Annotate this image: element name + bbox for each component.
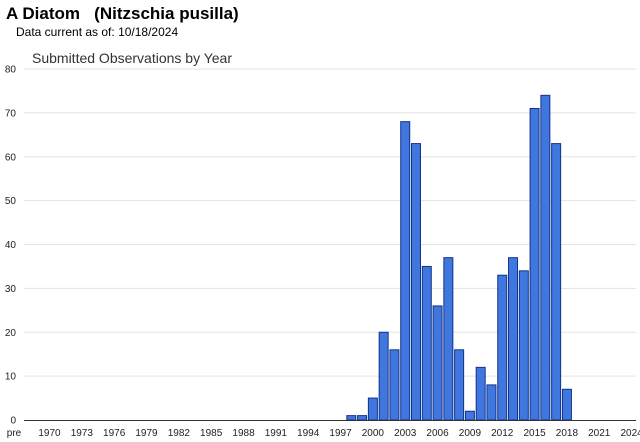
bars [346, 94, 572, 421]
bar-2014 [518, 270, 529, 421]
scientific-name: (Nitzschia pusilla) [94, 4, 239, 23]
chart-title: Submitted Observations by Year [32, 50, 232, 66]
bar-2000 [367, 397, 378, 421]
x-tick-label: 1997 [329, 428, 352, 439]
x-tick-label: 2018 [556, 428, 579, 439]
bar-2018 [561, 388, 572, 421]
y-axis-ticks: 0 10 20 30 40 50 60 70 80 [5, 65, 17, 427]
bar-1998 [346, 415, 357, 421]
x-tick-label: 2000 [362, 428, 385, 439]
x-tick-label: 2024 [620, 428, 640, 439]
bar-2007 [443, 257, 454, 421]
x-tick-label: pre [7, 428, 22, 439]
bar-2003 [400, 121, 411, 421]
bar-2004 [411, 143, 421, 421]
x-tick-label: 1991 [265, 428, 288, 439]
bar-2006 [432, 305, 443, 421]
x-tick-label: 1985 [200, 428, 223, 439]
x-tick-label: 2009 [459, 428, 482, 439]
common-name: A Diatom [6, 4, 80, 23]
bar-2005 [421, 265, 432, 421]
data-current-label: Data current as of: [16, 25, 115, 39]
species-title: A Diatom (Nitzschia pusilla) [6, 4, 239, 24]
bar-2015 [529, 107, 540, 421]
x-tick-label: 1982 [168, 428, 191, 439]
bar-2012 [497, 274, 508, 421]
bar-2017 [551, 143, 562, 421]
y-tick-label: 60 [5, 152, 17, 163]
y-tick-label: 20 [5, 328, 17, 339]
bar-2001 [378, 331, 389, 421]
y-tick-label: 40 [5, 240, 17, 251]
x-axis-ticks: pre 1970 1973 1976 1979 1982 1985 1988 1991 1994 1… [7, 428, 640, 439]
bar-2009 [464, 410, 475, 421]
bar-2010 [475, 366, 486, 421]
x-tick-label: 2012 [491, 428, 514, 439]
bar-2013 [508, 257, 519, 421]
x-tick-label: 1994 [297, 428, 320, 439]
y-tick-label: 50 [5, 196, 17, 207]
y-tick-label: 30 [5, 284, 17, 295]
bar-1999 [357, 415, 368, 421]
x-tick-label: 1988 [232, 428, 255, 439]
data-current-date: 10/18/2024 [118, 25, 179, 39]
y-tick-label: 80 [5, 65, 17, 76]
x-tick-label: 2006 [426, 428, 449, 439]
y-tick-label: 0 [10, 416, 16, 427]
bar-2002 [389, 349, 400, 421]
y-tick-label: 10 [5, 372, 17, 383]
x-tick-label: 2003 [394, 428, 417, 439]
x-tick-label: 1979 [135, 428, 158, 439]
bar-2008 [454, 349, 465, 421]
y-tick-label: 70 [5, 108, 17, 119]
x-tick-label: 1973 [71, 428, 94, 439]
bar-2016 [540, 94, 551, 421]
x-tick-label: 2021 [588, 428, 611, 439]
x-tick-label: 2015 [523, 428, 546, 439]
data-current-line: Data current as of: 10/18/2024 [16, 25, 178, 39]
bar-2011 [486, 384, 497, 421]
x-tick-label: 1976 [103, 428, 126, 439]
x-tick-label: 1970 [38, 428, 61, 439]
